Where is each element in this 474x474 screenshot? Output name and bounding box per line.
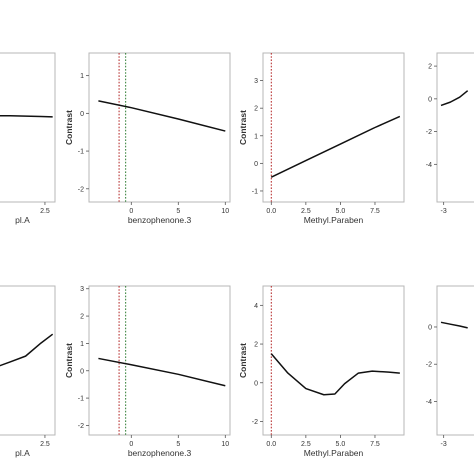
- x-tick-label: 10: [221, 208, 229, 215]
- y-tick-label: -2: [252, 419, 258, 426]
- x-tick-label: 5: [176, 208, 180, 215]
- y-tick-label: 0: [428, 96, 432, 103]
- x-tick-label: 2.5: [301, 441, 311, 448]
- x-tick-label: 0: [129, 208, 133, 215]
- y-axis-title: Contrast: [238, 343, 248, 378]
- plot-area: [98, 53, 226, 202]
- series-line: [98, 357, 226, 387]
- y-tick-label: -1: [252, 188, 258, 195]
- y-tick-label: -1: [78, 149, 84, 156]
- x-axis-title: Methyl.Paraben: [304, 215, 364, 225]
- y-tick-label: -1: [78, 396, 84, 403]
- x-tick-label: 0: [129, 441, 133, 448]
- series-line: [440, 321, 468, 329]
- y-tick-label: -2: [426, 362, 432, 369]
- panel-1: 2.5 pl.A: [0, 52, 56, 225]
- plot-area: [270, 286, 400, 435]
- y-tick-label: 1: [80, 341, 84, 348]
- y-axis-title: Contrast: [238, 110, 248, 145]
- plot-area: [440, 90, 469, 107]
- y-tick-label: -2: [426, 129, 432, 136]
- panel-frame: [262, 285, 405, 436]
- x-axis-title: pl.A: [15, 215, 30, 225]
- series-line: [0, 114, 53, 118]
- series-line: [440, 90, 469, 107]
- x-tick-label: 2.5: [301, 208, 311, 215]
- x-tick-label: 7.5: [370, 441, 380, 448]
- x-tick-label: 2.5: [40, 208, 50, 215]
- y-tick-label: 0: [254, 380, 258, 387]
- x-tick-label: 5: [176, 441, 180, 448]
- y-tick-label: -4: [426, 162, 432, 169]
- x-axis-title: Methyl.Paraben: [304, 448, 364, 458]
- x-tick-label: 0.0: [266, 208, 276, 215]
- plot-area: [98, 286, 226, 435]
- y-axis-title: Contrast: [64, 110, 74, 145]
- y-tick-label: 3: [254, 78, 258, 85]
- x-tick-label: 2.5: [40, 441, 50, 448]
- series-line: [270, 353, 400, 396]
- y-tick-label: 2: [80, 314, 84, 321]
- y-axis-title: Contrast: [64, 343, 74, 378]
- panel-6: 0 5 10 -2 -1 0 1 2 3 benzophenone.3 Contrast: [64, 285, 231, 458]
- x-tick-label: 0.0: [266, 441, 276, 448]
- panel-frame: [0, 52, 56, 203]
- x-tick-label: 10: [221, 441, 229, 448]
- x-tick-label: -3: [441, 208, 447, 215]
- y-tick-label: -2: [78, 423, 84, 430]
- x-tick-label: 7.5: [370, 208, 380, 215]
- y-tick-label: 4: [254, 303, 258, 310]
- x-tick-label: -3: [441, 441, 447, 448]
- panel-frame: [436, 52, 474, 203]
- panel-8: -3 -4 -2 0: [426, 285, 474, 448]
- y-tick-label: 2: [254, 106, 258, 113]
- panel-3: 0.0 2.5 5.0 7.5 -1 0 1 2 3 Methyl.Paraben Contrast: [238, 52, 405, 225]
- x-axis-title: benzophenone.3: [128, 215, 192, 225]
- x-axis-title: benzophenone.3: [128, 448, 192, 458]
- panel-7: 0.0 2.5 5.0 7.5 -2 0 2 4 Methyl.Paraben Contrast: [238, 285, 405, 458]
- panel-4: -30-4-202: [426, 52, 474, 215]
- panel-frame: [262, 52, 405, 203]
- series-line: [270, 115, 401, 178]
- plot-area: [0, 114, 53, 118]
- x-axis-title: pl.A: [15, 448, 30, 458]
- y-tick-label: 3: [80, 286, 84, 293]
- x-tick-label: 5.0: [336, 208, 346, 215]
- panel-5: 2.5 pl.A: [0, 285, 56, 458]
- plot-area: [440, 321, 468, 329]
- x-tick-label: 5.0: [336, 441, 346, 448]
- plot-area: [270, 53, 401, 202]
- series-line: [98, 100, 226, 132]
- y-tick-label: 2: [254, 342, 258, 349]
- y-tick-label: 0: [428, 324, 432, 331]
- y-tick-label: 1: [80, 73, 84, 80]
- y-tick-label: 0: [254, 161, 258, 168]
- y-tick-label: 2: [428, 64, 432, 71]
- panel-frame: [0, 285, 56, 436]
- plot-area: [0, 333, 54, 367]
- panel-2: 0 5 10 -2 -1 0 1 benzophenone.3 Contrast: [64, 52, 231, 225]
- y-tick-label: 1: [254, 133, 258, 140]
- series-line: [0, 333, 54, 367]
- y-tick-label: 0: [80, 111, 84, 118]
- y-tick-label: -2: [78, 186, 84, 193]
- y-tick-label: 0: [80, 368, 84, 375]
- panel-frame: [88, 285, 231, 436]
- y-tick-label: -4: [426, 399, 432, 406]
- panel-frame: [88, 52, 231, 203]
- panel-frame: [436, 285, 474, 436]
